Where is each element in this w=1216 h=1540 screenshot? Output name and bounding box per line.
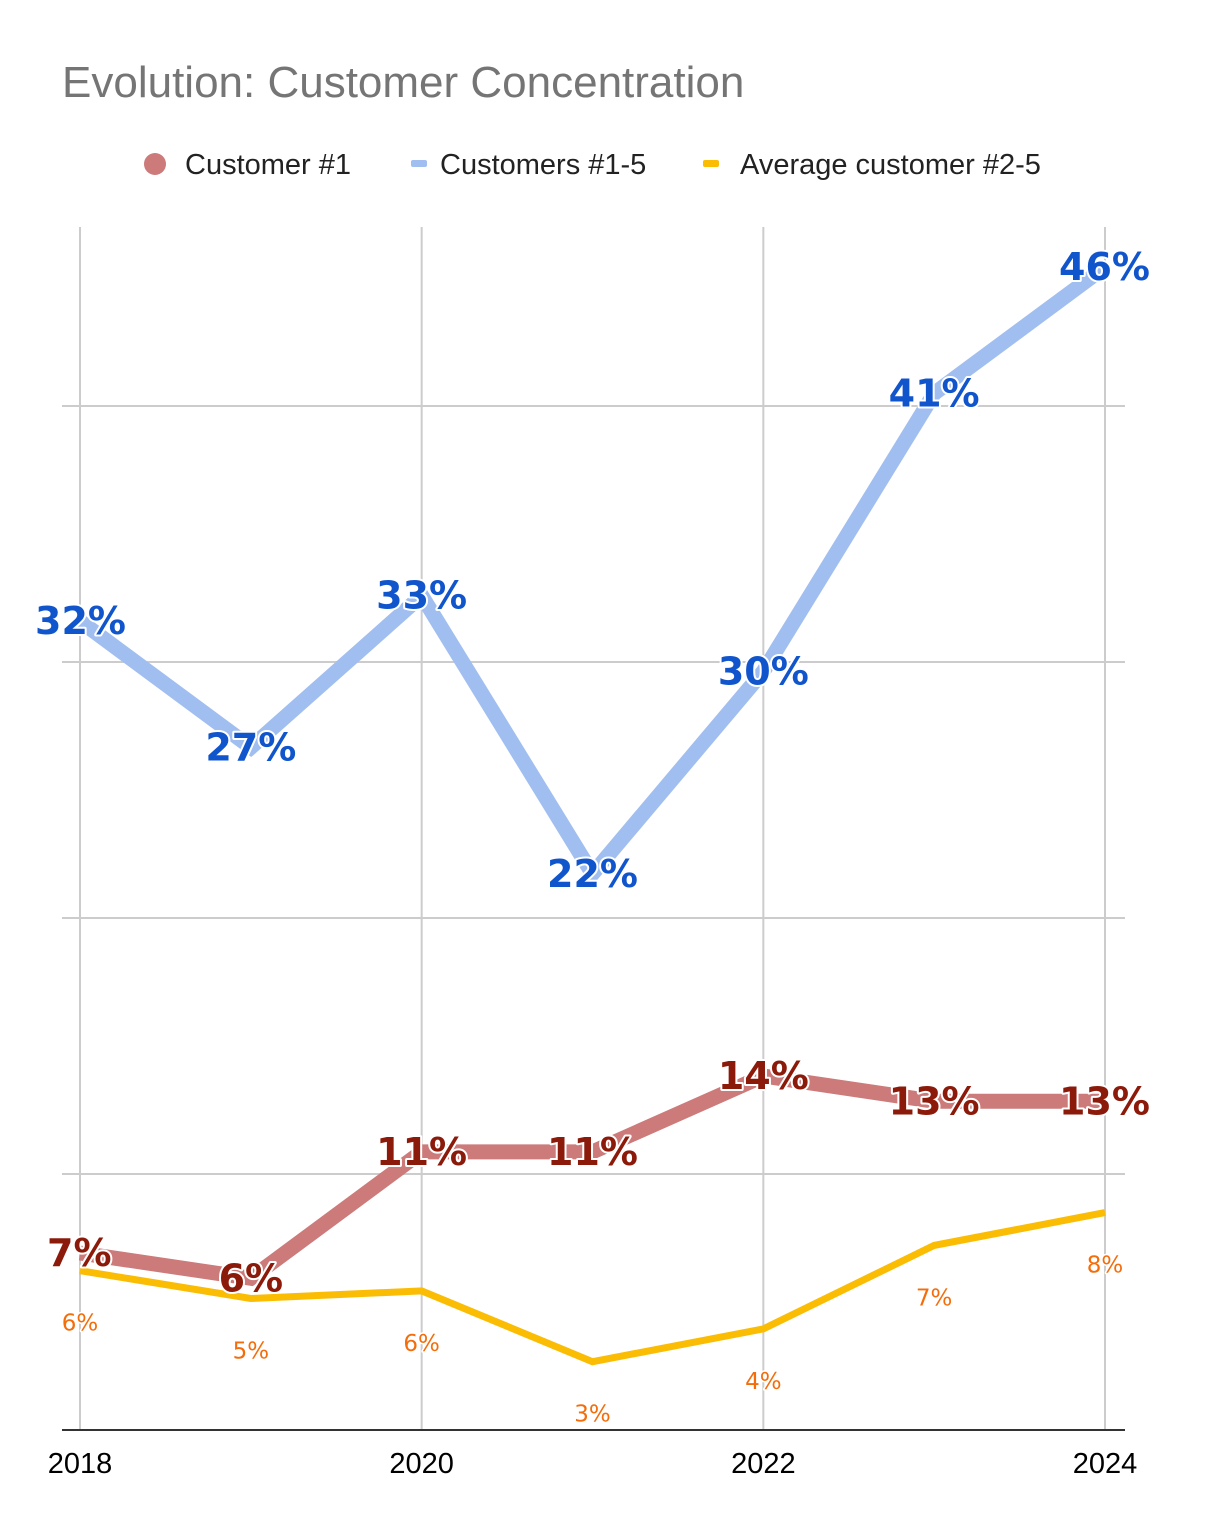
data-label-customers-1-5: 33% xyxy=(376,574,467,618)
series-lines xyxy=(75,260,1110,1366)
legend-marker-circle xyxy=(144,153,166,175)
data-label-customer-1: 7% xyxy=(47,1231,112,1275)
x-tick-label: 2024 xyxy=(1073,1448,1138,1480)
x-tick-label: 2020 xyxy=(389,1448,454,1480)
data-label-customers-1-5: 46% xyxy=(1059,245,1150,289)
series-line-average-customer-2-5 xyxy=(79,1209,1106,1366)
data-label-average-customer-2-5: 6% xyxy=(403,1331,440,1357)
data-labels: 32% 27% 33% 22% 30% 41% 46% 7% 6% 11% 11% 14% 13% 13%… xyxy=(33,243,1152,1429)
data-label-average-customer-2-5: 6% xyxy=(62,1311,99,1337)
series-line-customer-1 xyxy=(78,1068,1105,1287)
data-label-average-customer-2-5: 8% xyxy=(1087,1253,1124,1279)
grid xyxy=(62,227,1125,1431)
legend-marker-line xyxy=(411,160,427,167)
data-label-customer-1: 11% xyxy=(547,1130,638,1174)
legend-label: Customers #1-5 xyxy=(440,149,646,181)
data-label-average-customer-2-5: 5% xyxy=(233,1339,270,1365)
legend-label: Customer #1 xyxy=(185,149,351,181)
data-label-average-customer-2-5: 4% xyxy=(745,1369,782,1395)
x-tick-label: 2018 xyxy=(48,1448,113,1480)
chart-title: Evolution: Customer Concentration xyxy=(62,58,744,107)
data-label-customers-1-5: 27% xyxy=(205,725,296,769)
data-label-average-customer-2-5: 3% xyxy=(574,1402,611,1428)
data-label-customers-1-5: 22% xyxy=(547,852,638,896)
data-label-customer-1: 14% xyxy=(718,1054,809,1098)
data-label-customers-1-5: 41% xyxy=(889,371,980,415)
x-axis-ticks: 2018 2020 2022 2024 xyxy=(48,1448,1138,1480)
data-label-average-customer-2-5: 7% xyxy=(916,1285,953,1311)
series-line-customers-1-5 xyxy=(75,260,1110,887)
data-label-customer-1: 13% xyxy=(1059,1079,1150,1123)
legend-marker-line xyxy=(703,160,719,167)
legend-label: Average customer #2-5 xyxy=(740,149,1041,181)
x-tick-label: 2022 xyxy=(731,1448,796,1480)
data-label-customer-1: 6% xyxy=(219,1256,284,1300)
data-label-customer-1: 13% xyxy=(889,1079,980,1123)
data-label-customer-1: 11% xyxy=(376,1130,467,1174)
data-label-customers-1-5: 30% xyxy=(718,650,809,694)
legend: Customer #1 Customers #1-5 Average custome… xyxy=(144,149,1041,181)
data-label-customers-1-5: 32% xyxy=(35,599,126,643)
